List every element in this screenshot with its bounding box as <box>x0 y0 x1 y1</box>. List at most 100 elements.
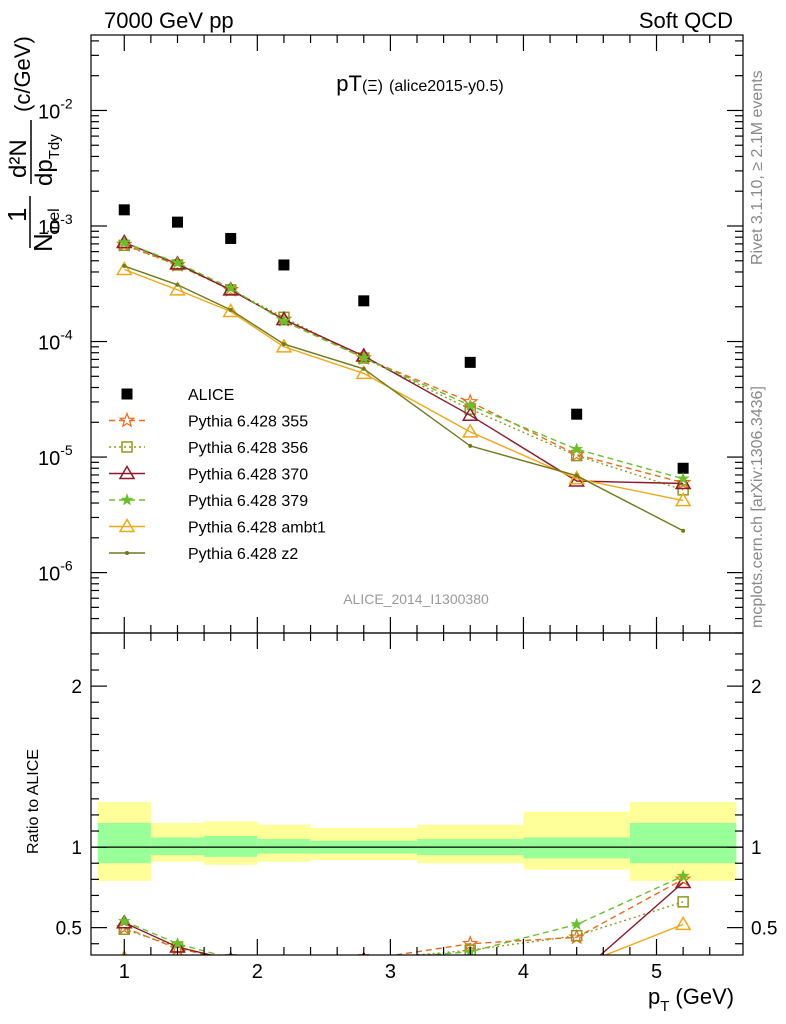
ratio-series-p355 <box>115 870 692 979</box>
x-tick-label: 2 <box>252 961 263 983</box>
plot-title-sub: (Ξ) <box>362 78 383 95</box>
uncertainty-band-green <box>150 837 205 856</box>
x-tick-label: 5 <box>651 961 662 983</box>
ylabel-den-sub: Tdy <box>46 134 63 160</box>
ylabel-n-sub: inel <box>46 208 63 233</box>
data-point-p379 <box>570 442 584 455</box>
data-point-z2 <box>681 528 686 533</box>
plot-title-main: pT <box>336 71 362 96</box>
y-tick-label: 10-5 <box>38 442 73 470</box>
legend-label: ALICE <box>188 387 234 404</box>
main-plot-frame <box>90 34 744 634</box>
ratio-point-z2 <box>282 972 286 976</box>
ratio-point-p356 <box>677 896 689 908</box>
y-axis-label-top: 1 Ninel d²N dpTdy (c/GeV) <box>2 36 63 252</box>
data-point-p379 <box>117 235 131 248</box>
data-point-ambt1 <box>355 364 373 380</box>
ratio-point-z2 <box>468 967 472 971</box>
data-point-z2 <box>228 307 233 312</box>
ratio-line-z2 <box>124 957 683 975</box>
ratio-point-p379 <box>279 966 289 975</box>
data-point-p379 <box>224 281 238 294</box>
ratio-line-p356 <box>124 901 684 955</box>
main-y-ticks <box>91 40 743 634</box>
ratio-point-z2 <box>575 963 579 967</box>
data-point-ambt1 <box>169 281 186 296</box>
legend-label: Pythia 6.428 370 <box>188 467 308 484</box>
ylabel-n: Ninel <box>28 208 63 252</box>
ratio-y-tick-label-right: 1 <box>751 838 762 859</box>
ratio-point-ambt1 <box>357 962 371 974</box>
data-point-p370 <box>222 281 240 296</box>
y-tick-label: 10-6 <box>38 558 73 586</box>
side-text-bottom: mcplots.cern.ch [arXiv:1306.3436] <box>749 386 766 628</box>
legend-entry-alice: ALICE <box>121 387 234 404</box>
legend-marker <box>118 465 136 480</box>
ratio-line-p355 <box>124 878 684 955</box>
x-tick-label: 3 <box>385 961 396 983</box>
legend-label: Pythia 6.428 379 <box>188 493 308 510</box>
data-point-alice <box>118 204 130 216</box>
data-point-z2 <box>361 366 366 371</box>
legend-entry-p379: Pythia 6.428 379 <box>109 493 308 510</box>
data-point-z2 <box>468 443 473 448</box>
ratio-line-ambt1 <box>603 923 684 955</box>
legend-label: Pythia 6.428 ambt1 <box>188 520 326 537</box>
legend-label: Pythia 6.428 355 <box>188 414 308 431</box>
ratio-point-z2 <box>362 966 366 970</box>
ratio-point-ambt1 <box>224 964 238 976</box>
data-point-p370 <box>355 347 373 362</box>
ratio-point-p355 <box>277 966 290 979</box>
main-plot-panel: 10-2 10-3 10-4 10-5 10-6 ALICE Pythia 6.428 3… <box>38 34 744 634</box>
data-point-z2 <box>175 282 180 287</box>
uncertainty-band-green <box>97 822 151 864</box>
ratio-y-tick-label-left: 0.5 <box>56 919 82 940</box>
ratio-point-z2 <box>229 967 233 971</box>
series-line-p355 <box>124 243 684 484</box>
analysis-watermark: ALICE_2014_I1300380 <box>343 591 489 607</box>
legend-entry-p356: Pythia 6.428 356 <box>109 440 308 457</box>
ratio-line-p379 <box>124 875 684 955</box>
ratio-point-p379 <box>117 914 131 927</box>
data-point-alice <box>358 295 370 307</box>
y-tick-label: 10-3 <box>38 211 73 239</box>
ratio-y-tick-label-left: 1 <box>71 838 82 859</box>
ratio-point-p370 <box>674 874 692 889</box>
ratio-point-ambt1 <box>463 961 477 973</box>
ratio-point-p379 <box>570 917 584 930</box>
legend-entry-z2: Pythia 6.428 z2 <box>109 546 298 563</box>
uncertainty-band-green <box>204 835 258 857</box>
plot-title-suffix: (alice2015-y0.5) <box>389 78 504 95</box>
xlabel-main: p <box>648 984 660 1009</box>
ratio-point-ambt1 <box>674 915 692 931</box>
x-tick-label: 4 <box>518 961 529 983</box>
ratio-point-p379 <box>363 953 365 955</box>
ratio-point-ambt1 <box>570 959 584 971</box>
main-plot-data <box>115 204 692 533</box>
series-line-p379 <box>124 241 684 480</box>
data-point-z2 <box>122 264 127 269</box>
data-point-alice <box>464 356 476 368</box>
xlabel-sub: T <box>660 998 669 1015</box>
y-axis-label-bottom: Ratio to ALICE <box>25 749 42 854</box>
ratio-point-p370 <box>570 969 584 981</box>
data-point-p379 <box>357 351 371 364</box>
data-point-ambt1 <box>222 302 240 318</box>
plot-title: pT(Ξ) (alice2015-y0.5) <box>336 71 503 96</box>
ratio-point-p356 <box>358 954 370 955</box>
series-line-z2 <box>124 265 684 532</box>
data-point-p379 <box>171 256 184 269</box>
ratio-point-z2 <box>681 959 685 963</box>
ratio-point-p355 <box>674 870 692 887</box>
ratio-point-p379 <box>171 937 184 950</box>
side-text-top: Rivet 3.1.10, ≥ 2.1M events <box>749 70 766 265</box>
data-point-z2 <box>281 342 286 347</box>
ratio-point-p356 <box>279 966 289 976</box>
data-point-alice <box>278 259 290 271</box>
ratio-series-z2 <box>123 954 685 976</box>
series-p379 <box>117 235 690 485</box>
ratio-series-ambt1 <box>121 915 692 976</box>
ylabel-den: dpTdy <box>31 134 63 186</box>
ratio-series-p356 <box>118 896 689 976</box>
